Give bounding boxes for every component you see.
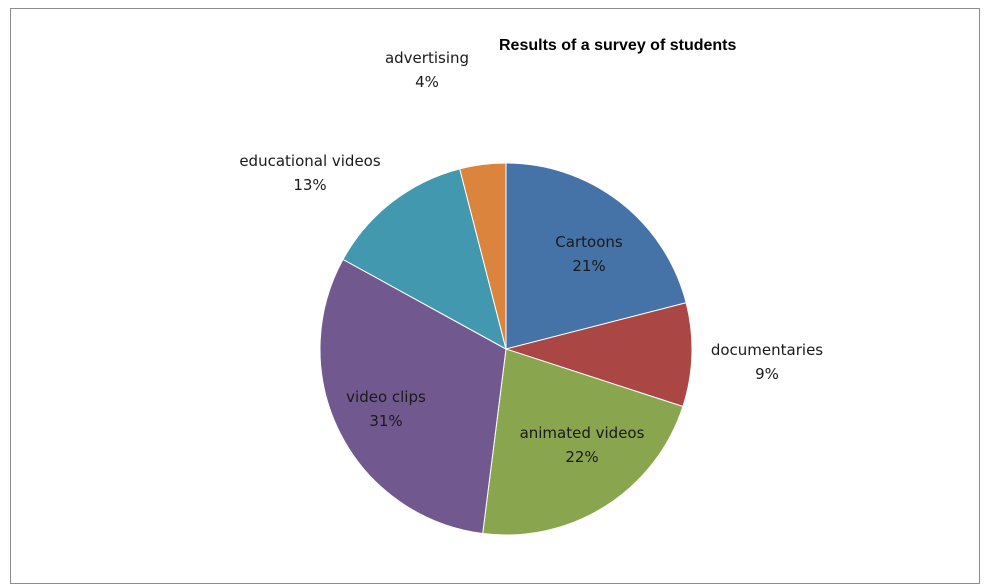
slice-value-advertising: 4% (415, 73, 439, 91)
slice-label-advertising: advertising (385, 49, 469, 67)
chart-title: Results of a survey of students (499, 37, 737, 54)
slice-label-video-clips: video clips (346, 388, 426, 406)
pie-slice-documentaries (504, 302, 693, 408)
slice-label-animated-videos: animated videos (520, 424, 645, 442)
slice-label-Cartoons: Cartoons (555, 233, 623, 251)
slice-value-Cartoons: 21% (572, 257, 605, 275)
slice-value-video-clips: 31% (369, 412, 402, 430)
pie-slice-video-clips (319, 258, 507, 535)
pie-slice-Cartoons (505, 162, 687, 350)
pie-slice-educational-videos (342, 168, 507, 350)
slice-value-documentaries: 9% (755, 365, 779, 383)
slice-value-animated-videos: 22% (565, 448, 598, 466)
pie-slice-animated-videos (482, 348, 684, 536)
pie-slice-advertising (459, 162, 507, 350)
slice-value-educational-videos: 13% (293, 176, 326, 194)
slice-label-documentaries: documentaries (711, 341, 823, 359)
slice-label-educational-videos: educational videos (239, 152, 381, 170)
